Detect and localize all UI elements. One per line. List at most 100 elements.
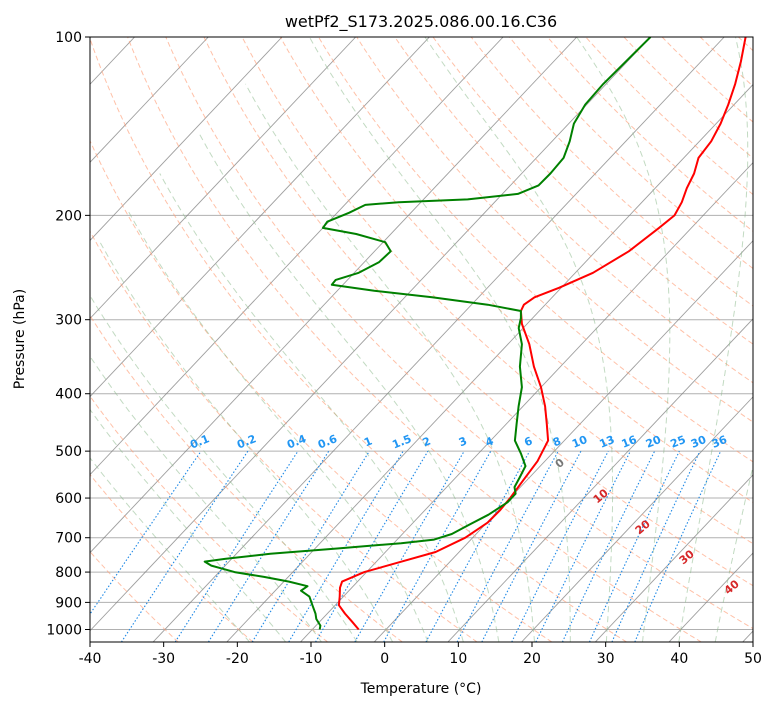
moist-adiabat-line xyxy=(245,83,535,642)
dewpoint-profile-line xyxy=(203,37,652,630)
dry-adiabat-label: -20 xyxy=(0,326,6,350)
dry-adiabat-line xyxy=(432,37,753,345)
moist-adiabat-line xyxy=(90,355,322,642)
y-tick-label: 400 xyxy=(55,387,82,403)
mixing-ratio-label: 0.4 xyxy=(285,432,308,451)
isotherm-line xyxy=(90,37,209,163)
y-tick-label: 300 xyxy=(55,313,82,329)
dry-adiabat-line xyxy=(90,139,553,642)
moist-adiabat-line xyxy=(90,457,250,642)
moist-adiabat-line xyxy=(159,173,464,642)
x-tick-label: 10 xyxy=(449,651,467,667)
dry-adiabat-line xyxy=(623,37,753,159)
moist-adiabat-line xyxy=(98,239,394,642)
isotherm-line xyxy=(90,37,357,320)
moist-adiabat-line xyxy=(678,37,749,642)
mixing-ratio-line xyxy=(634,450,722,642)
moist-adiabat-line xyxy=(198,132,500,642)
isotherm-line xyxy=(0,37,61,642)
x-tick-label: -10 xyxy=(300,651,323,667)
mixing-ratio-label: 36 xyxy=(710,433,729,451)
isotherm-line xyxy=(152,37,725,642)
dry-adiabat-line xyxy=(90,37,627,642)
mixing-ratio-label: 8 xyxy=(551,434,563,449)
mixing-ratio-line xyxy=(511,450,609,642)
y-tick-label: 1000 xyxy=(46,623,82,639)
mixing-ratio-line xyxy=(174,450,299,642)
y-tick-label: 900 xyxy=(55,595,82,611)
y-tick-label: 700 xyxy=(55,531,82,547)
dry-adiabat-line xyxy=(547,37,753,232)
x-axis-label: Temperature (°C) xyxy=(360,681,482,697)
x-tick-label: 50 xyxy=(744,651,762,667)
isotherm-line xyxy=(373,240,753,642)
profile-lines xyxy=(203,37,747,631)
mixing-ratio-line xyxy=(425,450,531,642)
moist-adiabat-line xyxy=(714,464,753,642)
mixing-ratio-label: 25 xyxy=(669,433,688,451)
mixing-ratio-label: 20 xyxy=(644,433,663,451)
x-tick-label: -30 xyxy=(152,651,175,667)
mixing-ratio-line xyxy=(588,450,680,642)
dry-adiabat-line xyxy=(90,550,179,642)
mixing-ratio-label: 30 xyxy=(689,433,708,451)
moist-adiabat-line xyxy=(126,208,429,642)
dry-adiabat-label: -10 xyxy=(58,361,81,385)
mixing-ratio-label: 0.1 xyxy=(188,432,211,451)
mixing-ratio-line xyxy=(611,450,701,642)
x-axis-ticks: -40 -30 -20 -10 0 10 20 30 40 50 xyxy=(79,642,762,667)
plot-frame xyxy=(89,36,754,643)
mixing-ratio-line xyxy=(90,450,202,616)
isotherm-line xyxy=(447,318,753,642)
y-tick-label: 100 xyxy=(55,30,82,46)
mixing-ratio-label: 16 xyxy=(620,433,639,451)
x-tick-label: 0 xyxy=(380,651,389,667)
mixing-ratio-line xyxy=(535,450,631,642)
y-tick-label: 800 xyxy=(55,565,82,581)
mixing-ratio-label: 3 xyxy=(457,434,469,449)
mixing-ratio-line xyxy=(251,450,370,642)
mixing-ratio-label: 2 xyxy=(421,434,433,449)
x-tick-label: 40 xyxy=(670,651,688,667)
y-axis-label: Pressure (hPa) xyxy=(12,289,28,389)
moist-adiabat-line xyxy=(424,37,614,642)
moist-adiabat-line xyxy=(576,37,671,642)
mixing-ratio-line xyxy=(120,450,249,642)
dry-adiabat-line xyxy=(394,37,753,384)
mixing-ratio-label: 10 xyxy=(570,433,589,451)
isotherm-line xyxy=(226,83,753,642)
dry-adiabat-line xyxy=(127,37,702,642)
x-tick-label: 30 xyxy=(597,651,615,667)
isotherm-line xyxy=(90,37,651,632)
moist-adiabat-label: 10 xyxy=(591,486,611,506)
dry-adiabat-line xyxy=(165,37,753,630)
dry-adiabat-line xyxy=(279,37,753,503)
mixing-ratio-line xyxy=(207,450,330,642)
dry-adiabat-line xyxy=(699,37,753,87)
y-tick-label: 600 xyxy=(55,491,82,507)
moist-adiabat-line xyxy=(308,37,571,642)
x-tick-label: -40 xyxy=(79,651,102,667)
dry-adiabat-line xyxy=(738,37,753,52)
moist-adiabat-label: 40 xyxy=(722,577,742,597)
dry-adiabat-line xyxy=(90,395,329,642)
background-lines xyxy=(0,37,753,642)
background-line-labels: 0.10.20.40.611.52346810131620253036-100-… xyxy=(0,326,742,597)
dry-adiabat-line xyxy=(90,473,254,642)
isotherm-line xyxy=(90,37,430,398)
isotherm-line xyxy=(521,396,753,642)
mixing-ratio-label: 13 xyxy=(597,433,616,451)
mixing-ratio-line xyxy=(561,450,656,642)
isotherm-line xyxy=(300,162,753,642)
isotherm-line xyxy=(90,37,504,476)
y-tick-label: 200 xyxy=(55,208,82,224)
isotherm-line xyxy=(90,37,283,242)
x-tick-label: 20 xyxy=(523,651,541,667)
mixing-ratio-label: 1 xyxy=(362,434,374,449)
moist-adiabat-line xyxy=(90,408,287,642)
moist-adiabat-line xyxy=(90,294,358,642)
isotherm-line xyxy=(594,474,753,642)
dry-adiabat-line xyxy=(90,230,478,642)
mixing-ratio-line xyxy=(456,450,559,642)
